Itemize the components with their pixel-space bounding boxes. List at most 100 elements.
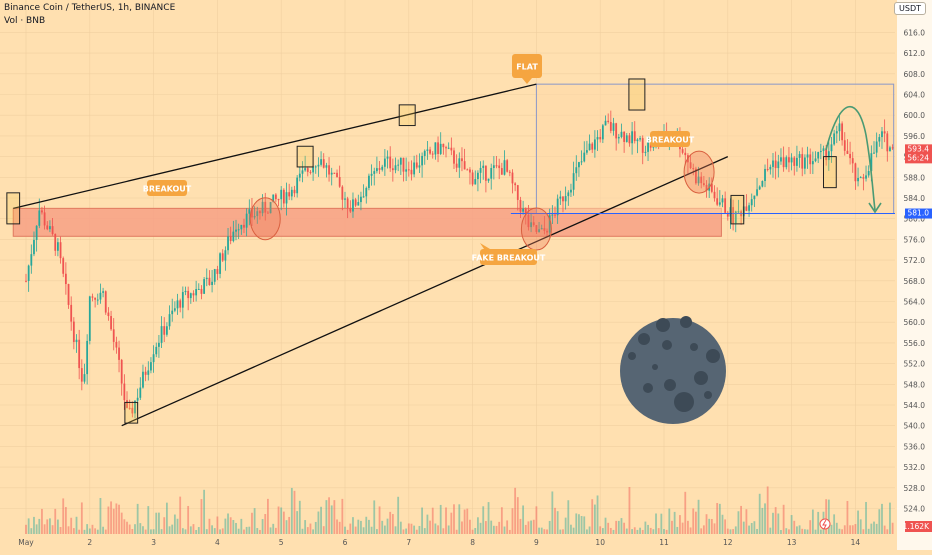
volume-bar [179,496,182,534]
volume-bar [397,496,400,534]
volume-bar [46,519,49,534]
candle-body [814,158,817,162]
volume-bar [849,525,851,534]
candle-body [819,150,822,153]
volume-bar [200,499,203,534]
volume-bar [484,521,487,534]
candle-body [570,189,572,193]
volume-bar [293,490,296,534]
price-scale[interactable] [897,0,932,550]
candle-body [620,131,623,137]
candle-body [532,222,535,226]
price-tick-label: 552.0 [904,360,926,369]
volume-bar [394,526,397,534]
moon-crater [662,340,672,350]
volume-bar [312,529,314,534]
candle-body [889,147,891,152]
volume-bar [867,528,870,534]
volume-bar [889,502,891,534]
candle-body [338,177,341,187]
volume-bar [115,503,118,534]
volume-bar [562,529,564,534]
candle-body [519,199,522,212]
volume-bar [248,526,251,534]
candle-body [639,138,641,140]
candle-body [267,212,269,214]
candle-body [695,168,697,184]
volume-bar [322,526,325,534]
candle-body [165,326,168,335]
volume-bar [604,517,607,534]
volume-bar [718,503,721,534]
candle-body [705,185,708,191]
volume-bar [801,528,804,534]
volume-bar [370,526,373,534]
volume-bar [631,529,633,534]
volume-bar [729,529,732,534]
volume-bar [437,525,439,534]
candle-body [543,228,546,231]
date-tick-label: 12 [723,538,733,547]
breakout-circle [520,207,552,251]
candle-body [575,167,578,174]
candle-body [498,165,501,169]
volume-bar [389,511,392,534]
candle-body [798,154,801,158]
candle-body [583,152,586,162]
price-tick-label: 528.0 [904,484,926,493]
price-tick-label: 544.0 [904,401,926,410]
pivot-box [6,192,21,225]
volume-bar [649,527,652,534]
candle-body [554,214,556,216]
candle-body [718,202,721,205]
candle-body [495,165,498,167]
candle-body [426,149,429,151]
volume-bar [516,497,519,534]
candle-body [772,160,774,167]
candle-body [25,280,27,282]
price-tick-label: 560.0 [904,318,926,327]
candle-body [841,123,844,141]
volume-bar [708,518,711,534]
candle-body [107,312,110,317]
lightning-icon[interactable] [819,518,831,530]
candle-body [806,154,809,158]
volume-bar [378,506,381,534]
candle-body [878,137,881,142]
candle-body [479,167,482,173]
candle-body [288,192,291,197]
candle-body [641,138,644,153]
date-tick-label: 2 [87,538,92,547]
candle-body [264,201,267,213]
candle-body [195,289,198,296]
volume-bar [660,513,663,534]
volume-bar [288,516,291,534]
candle-body [843,140,846,151]
volume-bar [633,527,636,534]
candle-body [838,123,841,132]
candle-body [729,207,732,217]
candle-body [62,258,65,274]
breakout-circle [249,197,281,241]
candle-body [455,163,458,168]
volume-bar [506,520,509,534]
candle-body [280,189,283,200]
volume-bar [453,504,455,534]
candle-body [256,211,259,217]
volume-bar [580,516,583,534]
volume-bar [782,504,785,534]
volume-bar [769,527,772,534]
candle-body [881,131,883,138]
volume-bar [527,521,530,534]
volume-bar [33,516,35,534]
price-tick-label: 572.0 [904,256,926,265]
candle-body [197,288,200,290]
volume-bar [386,518,389,534]
volume-bar [697,499,700,534]
volume-bar [825,499,828,534]
candle-body [211,281,213,285]
volume-bar [543,529,546,534]
currency-selector-button[interactable]: USDT [894,2,926,15]
